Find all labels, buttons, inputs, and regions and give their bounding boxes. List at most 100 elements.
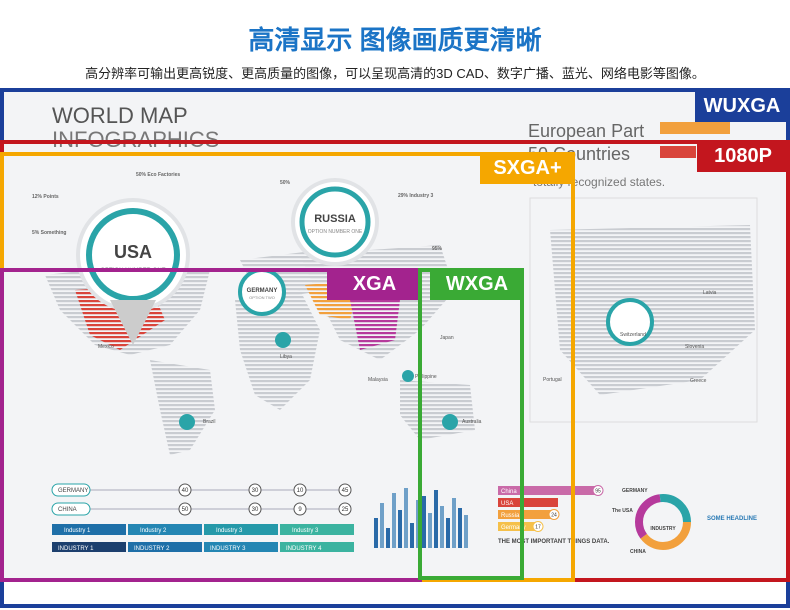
ranking-name: Germany	[501, 525, 526, 531]
industry-head-bar	[52, 542, 126, 552]
ranking-bar	[498, 498, 558, 507]
note: 50%	[280, 180, 291, 186]
ranking-bar	[498, 510, 554, 519]
place-label: Brazil	[203, 419, 216, 425]
frame-label: SXGA+	[480, 152, 575, 184]
pin-label: GERMANY	[247, 288, 278, 294]
place-label: Latvia	[703, 290, 717, 296]
pins	[76, 178, 654, 430]
row-node	[293, 483, 307, 497]
donut-label: The USA	[612, 508, 633, 514]
industry: Industry 2	[140, 528, 167, 534]
place-label: Portugal	[543, 377, 562, 383]
place-label: Japan	[440, 335, 454, 341]
note: 12% Points	[32, 194, 59, 200]
donut	[635, 494, 691, 550]
donut-center: INDUSTRY	[650, 526, 676, 532]
ranking-value: 24	[551, 513, 557, 519]
europe-title: European Part	[528, 121, 644, 141]
industry-head: INDUSTRY 3	[210, 546, 246, 552]
mini-bar	[434, 490, 438, 548]
mini-bar	[386, 528, 390, 548]
donut-label: GERMANY	[622, 488, 648, 494]
ranking-name: Russia	[501, 513, 520, 519]
ranking-bar	[498, 522, 538, 531]
mini-bar	[458, 508, 462, 548]
place-label: Australia	[462, 419, 482, 425]
row-tag	[51, 483, 91, 497]
frame-label: 1080P	[697, 140, 789, 172]
row-value: 30	[252, 507, 259, 513]
row-value: 10	[297, 488, 304, 494]
mini-bar	[398, 510, 402, 548]
row-value: 25	[342, 507, 349, 513]
ranking-dot	[548, 509, 560, 520]
row-node	[338, 502, 352, 516]
pin-sub: OPTION NUMBER ONE	[308, 229, 363, 235]
ranking-bar	[498, 486, 598, 495]
subtitle: 高分辨率可输出更高锐度、更高质量的图像，可以呈现高清的3D CAD、数字广播、蓝…	[85, 66, 705, 81]
industry-head-bar	[128, 542, 202, 552]
people-icons	[660, 122, 730, 158]
industry-bar	[280, 524, 354, 535]
mini-bar	[464, 515, 468, 548]
row-node	[248, 502, 262, 516]
row-node	[178, 502, 192, 516]
industry-bar	[52, 524, 126, 535]
pin-sub: OPTION TWO	[249, 295, 275, 300]
donut-label: CHINA	[630, 549, 646, 555]
row-value: 40	[182, 488, 189, 494]
ranking-value: 17	[535, 525, 541, 531]
row-value: 50	[182, 507, 189, 513]
industry-head-bar	[204, 542, 278, 552]
title: 高清显示 图像画质更清晰	[248, 25, 542, 55]
note: 29% Industry 3	[398, 193, 434, 199]
mini-bar	[392, 493, 396, 548]
row-node	[293, 502, 307, 516]
ranking-value: 95	[595, 489, 601, 495]
mini-bar	[404, 488, 408, 548]
place-label: Libya	[280, 354, 292, 360]
row-value: 9	[298, 507, 302, 513]
industry-head-bar	[280, 542, 354, 552]
mini-bar	[428, 513, 432, 548]
industry: Industry 1	[64, 528, 91, 534]
row-tag	[51, 502, 91, 516]
mini-bar	[374, 518, 378, 548]
europe-box	[529, 197, 758, 423]
mini-bar	[452, 498, 456, 548]
row-value: 30	[252, 488, 259, 494]
note: 50% Eco Factories	[136, 172, 180, 178]
note: 5% Something	[32, 230, 66, 236]
row-name: CHINA	[58, 507, 77, 513]
map-title2: INFOGRAPHICS	[52, 127, 219, 152]
frame-label: WUXGA	[695, 90, 789, 122]
ranking-name: USA	[501, 501, 513, 507]
row-node	[248, 483, 262, 497]
place-label: Switzerland	[620, 332, 646, 338]
place-label: Mexico	[98, 344, 114, 350]
mini-bar	[440, 506, 444, 548]
pin-label: USA	[114, 242, 152, 262]
mini-bar	[446, 518, 450, 548]
map-title: WORLD MAP	[52, 103, 188, 128]
industry-head: INDUSTRY 1	[58, 546, 94, 552]
ranking-dot	[592, 485, 604, 496]
row-node	[338, 483, 352, 497]
ranking-dot	[532, 521, 544, 532]
donut-headline: SOME HEADLINE	[707, 516, 757, 522]
place-label: Greece	[690, 378, 707, 384]
industry: Industry 3	[292, 528, 319, 534]
industry-bar	[128, 524, 202, 535]
place-label: Malaysia	[368, 377, 388, 383]
mini-bar	[410, 523, 414, 548]
place-label: Philippine	[415, 374, 437, 380]
frame-label: XGA	[327, 268, 422, 300]
industry-bar	[204, 524, 278, 535]
industry: Industry 3	[216, 528, 243, 534]
row-name: GERMANY	[58, 488, 88, 494]
frame-label: WXGA	[430, 268, 524, 300]
pin-label: RUSSIA	[314, 213, 356, 225]
frame-wxga	[418, 268, 524, 580]
